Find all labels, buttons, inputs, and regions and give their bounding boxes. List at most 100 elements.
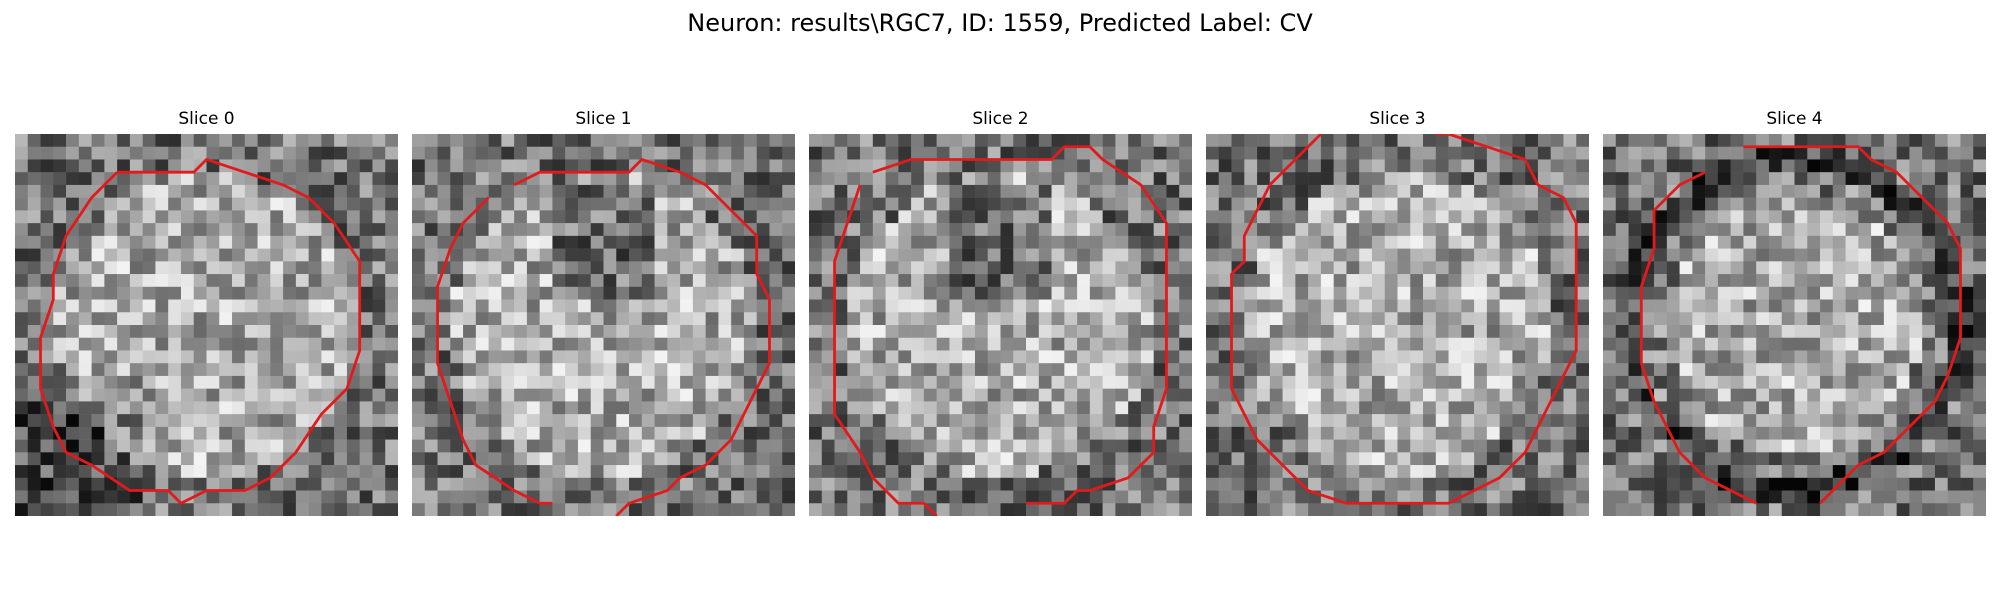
- pixel: [667, 299, 681, 313]
- pixel: [1461, 325, 1475, 338]
- pixel: [91, 134, 105, 147]
- pixel: [936, 146, 950, 160]
- pixel: [1883, 350, 1897, 364]
- pixel: [168, 337, 182, 351]
- pixel: [1179, 172, 1192, 186]
- pixel: [1615, 286, 1629, 300]
- pixel: [1038, 439, 1052, 453]
- pixel: [692, 363, 706, 377]
- pixel: [834, 490, 848, 504]
- pixel: [552, 439, 566, 453]
- pixel: [1423, 401, 1437, 415]
- pixel: [257, 261, 271, 275]
- pixel: [860, 172, 874, 186]
- pixel: [295, 337, 309, 351]
- pixel: [923, 235, 937, 249]
- pixel: [180, 223, 194, 237]
- pixel: [232, 375, 246, 389]
- pixel: [514, 134, 528, 147]
- pixel: [1794, 159, 1808, 173]
- pixel: [1679, 477, 1693, 491]
- pixel: [526, 439, 540, 453]
- pixel: [834, 184, 848, 198]
- pixel: [1576, 299, 1589, 313]
- pixel: [590, 350, 604, 364]
- pixel: [1717, 426, 1731, 440]
- pixel: [1666, 388, 1680, 402]
- pixel: [308, 312, 322, 326]
- pixel: [1269, 414, 1283, 428]
- pixel: [987, 248, 1001, 262]
- pixel: [1654, 286, 1668, 300]
- pixel: [1077, 312, 1091, 326]
- pixel: [1603, 363, 1617, 377]
- pixel: [962, 388, 976, 402]
- pixel: [1781, 248, 1795, 262]
- pixel: [565, 490, 579, 504]
- pixel: [1257, 134, 1271, 147]
- pixel: [1333, 197, 1347, 211]
- pixel: [936, 274, 950, 288]
- pixel: [1206, 210, 1220, 224]
- pixel: [1474, 350, 1488, 364]
- pixel: [514, 363, 528, 377]
- figure-title: Neuron: results\RGC7, ID: 1559, Predicte…: [687, 9, 1313, 37]
- pixel: [565, 388, 579, 402]
- pixel: [539, 184, 553, 198]
- pixel: [168, 414, 182, 428]
- pixel: [1384, 375, 1398, 389]
- pixel: [1576, 223, 1589, 237]
- pixel: [1206, 146, 1220, 160]
- pixel: [1525, 146, 1539, 160]
- pixel: [680, 325, 694, 338]
- pixel: [1282, 261, 1296, 275]
- pixel: [1359, 375, 1373, 389]
- pixel: [898, 248, 912, 262]
- pixel: [1128, 337, 1142, 351]
- pixel: [885, 414, 899, 428]
- pixel: [1231, 452, 1245, 466]
- pixel: [1820, 159, 1834, 173]
- pixel: [1576, 363, 1589, 377]
- pixel: [705, 312, 719, 326]
- pixel: [1013, 350, 1027, 364]
- pixel: [885, 465, 899, 479]
- pixel: [142, 159, 156, 173]
- pixel: [1615, 426, 1629, 440]
- pixel: [769, 223, 783, 237]
- pixel: [40, 477, 54, 491]
- pixel: [1909, 490, 1923, 504]
- pixel: [346, 172, 360, 186]
- pixel: [911, 452, 925, 466]
- pixel: [1371, 337, 1385, 351]
- pixel: [78, 286, 92, 300]
- pixel: [1346, 146, 1360, 160]
- pixel: [1064, 172, 1078, 186]
- pixel: [1654, 375, 1668, 389]
- pixel: [1089, 312, 1103, 326]
- pixel: [847, 235, 861, 249]
- pixel: [1743, 477, 1757, 491]
- pixel: [898, 312, 912, 326]
- pixel: [1295, 490, 1309, 504]
- pixel: [629, 299, 643, 313]
- pixel: [295, 490, 309, 504]
- pixel: [1947, 210, 1961, 224]
- pixel: [1308, 172, 1322, 186]
- pixel: [1717, 388, 1731, 402]
- pixel: [552, 401, 566, 415]
- pixel: [1102, 172, 1116, 186]
- pixel: [1845, 325, 1859, 338]
- pixel: [78, 401, 92, 415]
- pixel: [821, 184, 835, 198]
- pixel: [590, 414, 604, 428]
- pixel: [1628, 337, 1642, 351]
- pixel: [974, 375, 988, 389]
- pixel: [1051, 134, 1065, 147]
- pixel: [1871, 503, 1885, 516]
- pixel: [142, 325, 156, 338]
- pixel: [1730, 325, 1744, 338]
- pixel: [1743, 503, 1757, 516]
- pixel: [1743, 426, 1757, 440]
- pixel: [1730, 350, 1744, 364]
